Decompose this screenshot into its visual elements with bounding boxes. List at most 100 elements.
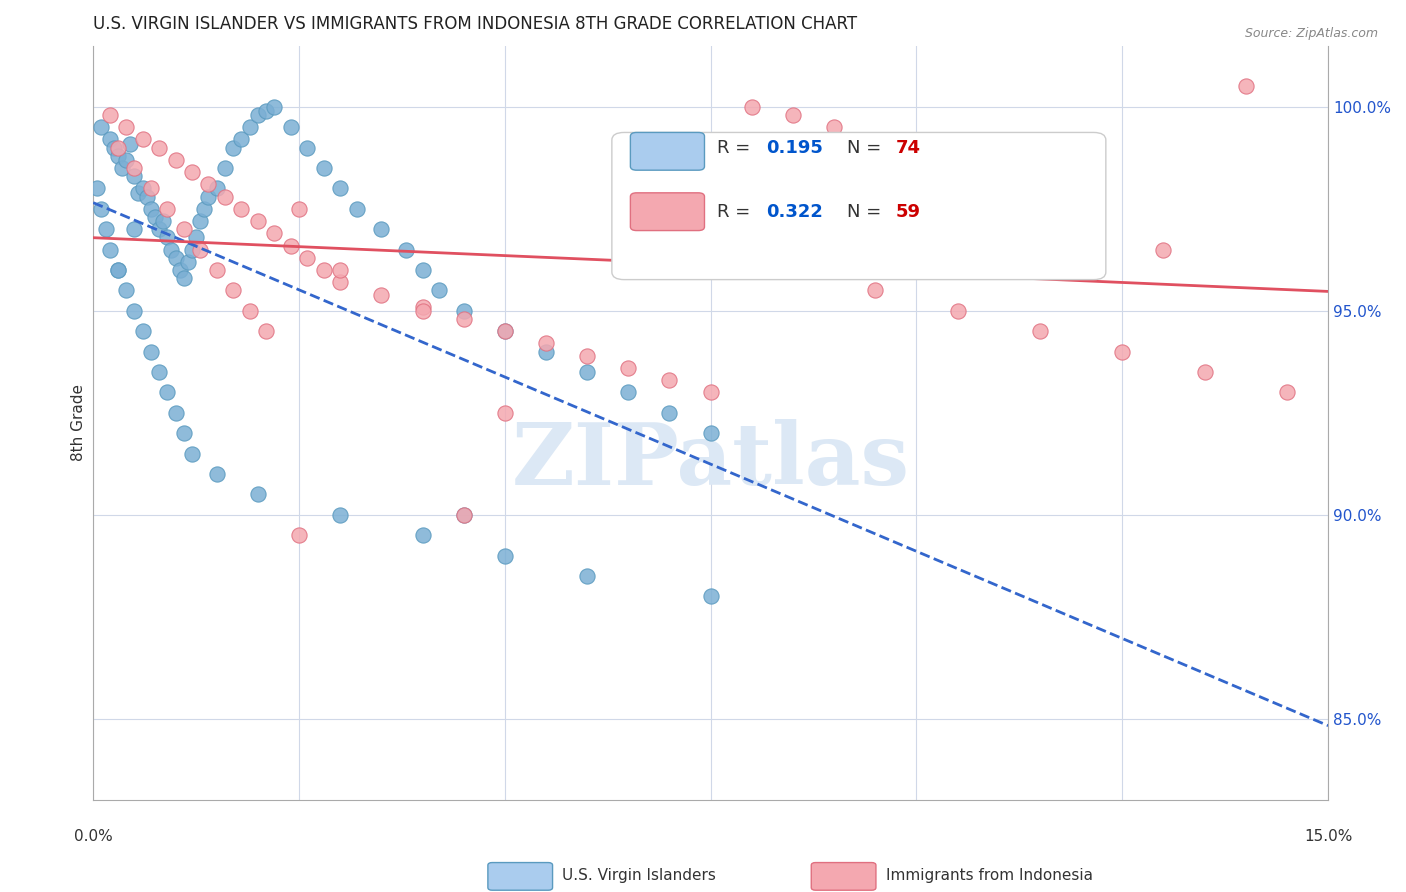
- Point: [111, 161, 134, 175]
- Text: ZIPatlas: ZIPatlas: [512, 418, 910, 503]
- Point: [131, 181, 153, 195]
- Point: [107, 149, 129, 163]
- Point: [576, 365, 599, 379]
- Point: [214, 161, 236, 175]
- Point: [181, 243, 204, 257]
- Text: U.S. Virgin Islanders: U.S. Virgin Islanders: [562, 869, 716, 883]
- Point: [329, 181, 352, 195]
- Point: [152, 214, 174, 228]
- Point: [124, 161, 146, 175]
- Text: 0.0%: 0.0%: [73, 829, 112, 844]
- Point: [494, 324, 516, 338]
- Point: [865, 284, 887, 298]
- Point: [156, 230, 179, 244]
- Point: [107, 141, 129, 155]
- FancyBboxPatch shape: [630, 193, 704, 230]
- Point: [94, 222, 117, 236]
- Point: [160, 243, 183, 257]
- Point: [658, 373, 681, 387]
- Point: [823, 120, 845, 135]
- Point: [197, 189, 219, 203]
- Point: [124, 303, 146, 318]
- Point: [148, 365, 170, 379]
- Point: [115, 120, 138, 135]
- Text: 15.0%: 15.0%: [1303, 829, 1353, 844]
- Point: [534, 336, 557, 351]
- Point: [905, 161, 928, 175]
- Point: [297, 251, 319, 265]
- Text: R =: R =: [717, 138, 756, 157]
- Point: [98, 243, 121, 257]
- Point: [156, 385, 179, 400]
- Point: [946, 181, 969, 195]
- Point: [987, 202, 1010, 216]
- Point: [699, 590, 721, 604]
- Point: [494, 406, 516, 420]
- Point: [177, 255, 200, 269]
- Point: [370, 222, 392, 236]
- Point: [658, 406, 681, 420]
- Point: [699, 385, 721, 400]
- Point: [1275, 385, 1298, 400]
- Point: [617, 360, 640, 375]
- Point: [617, 222, 640, 236]
- Point: [329, 275, 352, 289]
- Point: [312, 263, 335, 277]
- Point: [107, 263, 129, 277]
- Point: [231, 202, 253, 216]
- Point: [453, 508, 475, 522]
- Point: [120, 136, 142, 151]
- Point: [1070, 222, 1092, 236]
- Point: [107, 263, 129, 277]
- Point: [239, 120, 262, 135]
- Point: [782, 263, 804, 277]
- Text: 0.195: 0.195: [766, 138, 823, 157]
- Point: [86, 181, 108, 195]
- Point: [263, 100, 285, 114]
- Point: [412, 263, 434, 277]
- Point: [148, 141, 170, 155]
- Point: [865, 141, 887, 155]
- Point: [156, 202, 179, 216]
- Point: [222, 141, 245, 155]
- Point: [205, 263, 228, 277]
- Point: [181, 165, 204, 179]
- Point: [205, 467, 228, 481]
- Text: Immigrants from Indonesia: Immigrants from Indonesia: [886, 869, 1092, 883]
- Point: [173, 271, 195, 285]
- Point: [370, 287, 392, 301]
- Point: [135, 189, 157, 203]
- Point: [165, 153, 187, 167]
- Point: [699, 243, 721, 257]
- Point: [1111, 344, 1133, 359]
- Point: [412, 303, 434, 318]
- Point: [139, 202, 162, 216]
- Point: [254, 324, 277, 338]
- Point: [699, 426, 721, 441]
- FancyBboxPatch shape: [612, 132, 1107, 279]
- Text: Source: ZipAtlas.com: Source: ZipAtlas.com: [1244, 27, 1378, 40]
- Point: [494, 549, 516, 563]
- Point: [453, 303, 475, 318]
- Point: [139, 344, 162, 359]
- Point: [165, 406, 187, 420]
- Point: [1234, 79, 1257, 94]
- Text: 0.322: 0.322: [766, 202, 823, 220]
- Point: [184, 230, 207, 244]
- Y-axis label: 8th Grade: 8th Grade: [72, 384, 86, 461]
- Point: [169, 263, 191, 277]
- Point: [246, 214, 269, 228]
- Point: [254, 103, 277, 118]
- Point: [1194, 365, 1216, 379]
- FancyBboxPatch shape: [630, 132, 704, 170]
- Point: [205, 181, 228, 195]
- Point: [115, 284, 138, 298]
- Point: [124, 169, 146, 184]
- Point: [197, 178, 219, 192]
- Point: [1153, 243, 1175, 257]
- Point: [188, 243, 211, 257]
- Point: [222, 284, 245, 298]
- Point: [346, 202, 368, 216]
- Point: [741, 100, 763, 114]
- Text: N =: N =: [846, 202, 887, 220]
